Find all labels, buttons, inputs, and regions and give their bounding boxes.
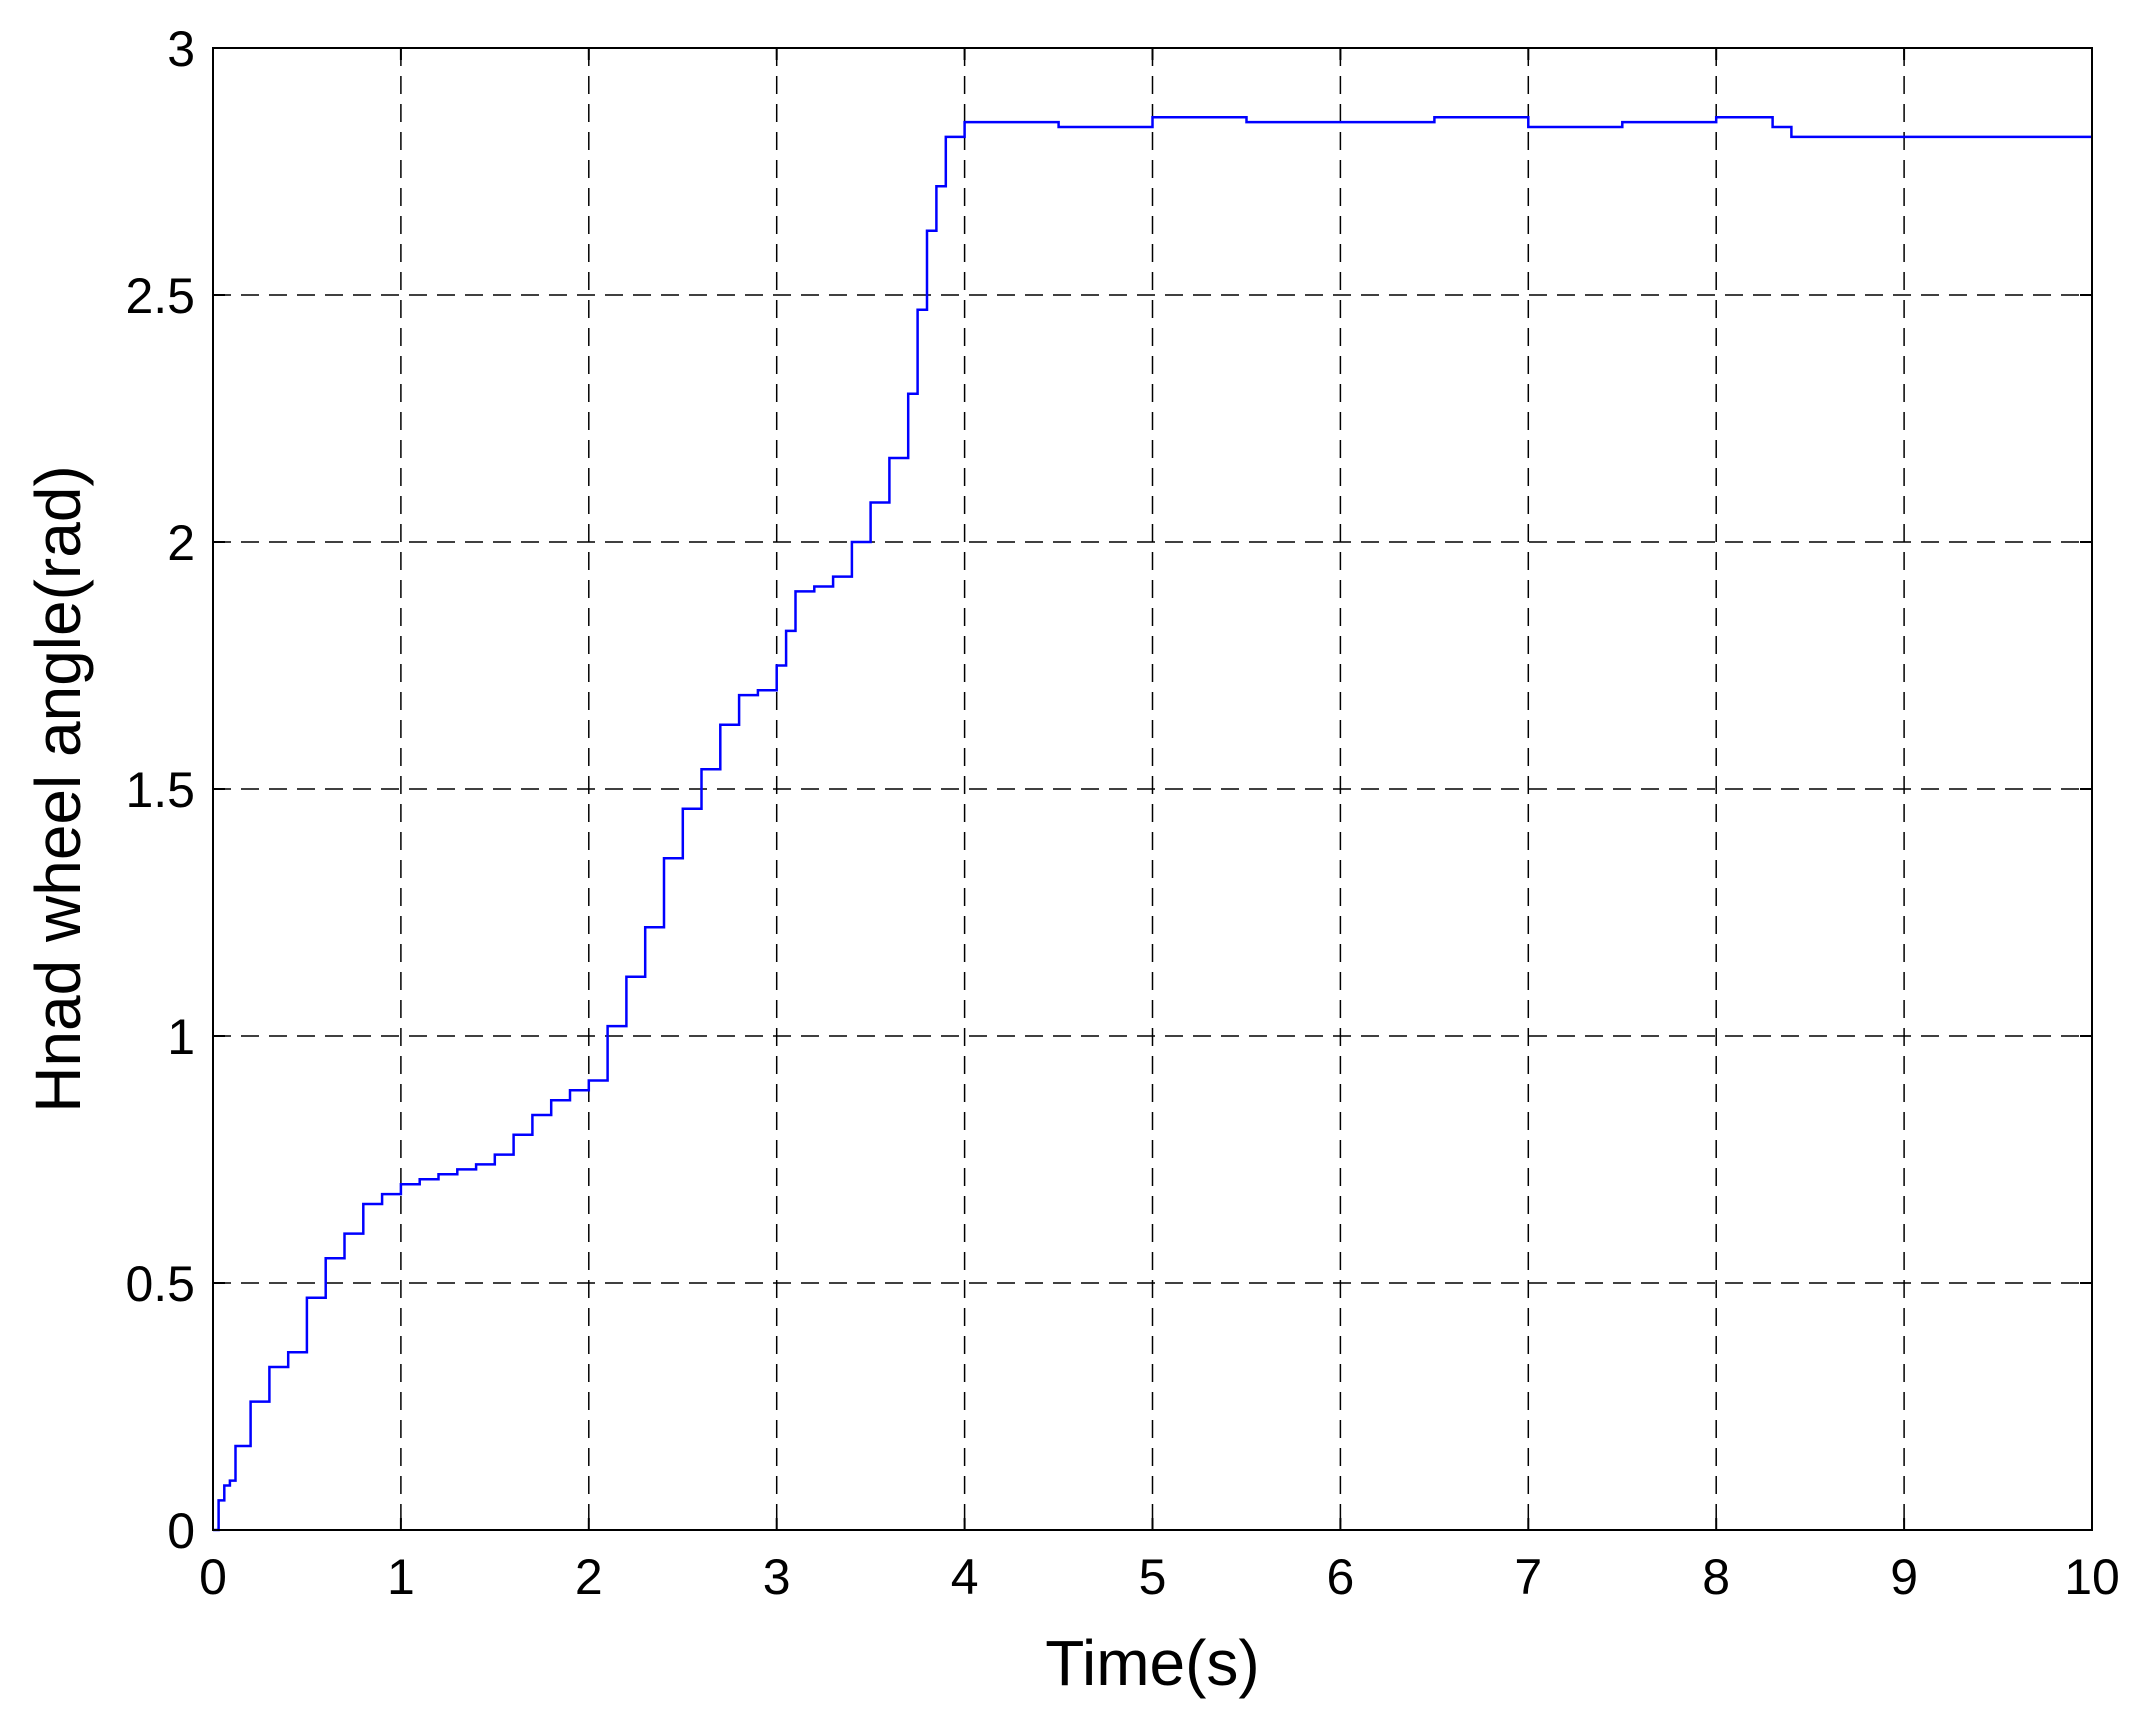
plot-area — [213, 115, 2092, 1532]
y-axis-tick-labels: 0 0.5 1 1.5 2 2.5 3 — [125, 21, 195, 1559]
y-tick-label: 3 — [167, 21, 195, 77]
x-tick-label: 6 — [1326, 1549, 1354, 1605]
y-axis-label: Hnad wheel angle(rad) — [22, 465, 94, 1113]
y-tick-label: 0.5 — [125, 1256, 195, 1312]
series-line — [213, 115, 2092, 1532]
x-tick-label: 3 — [763, 1549, 791, 1605]
y-tick-label: 2 — [167, 515, 195, 571]
x-tick-label: 2 — [575, 1549, 603, 1605]
grid — [213, 48, 2092, 1530]
y-tick-label: 1 — [167, 1009, 195, 1065]
y-tick-label: 1.5 — [125, 762, 195, 818]
y-tick-label: 2.5 — [125, 268, 195, 324]
x-tick-label: 8 — [1702, 1549, 1730, 1605]
x-tick-label: 1 — [387, 1549, 415, 1605]
tick-marks — [212, 47, 2093, 1531]
x-axis-tick-labels: 0 1 2 3 4 5 6 7 8 9 10 — [199, 1549, 2120, 1605]
x-tick-label: 5 — [1139, 1549, 1167, 1605]
y-tick-label: 0 — [167, 1503, 195, 1559]
x-tick-label: 10 — [2064, 1549, 2120, 1605]
x-tick-label: 0 — [199, 1549, 227, 1605]
x-tick-label: 4 — [951, 1549, 979, 1605]
x-axis-label: Time(s) — [1045, 1627, 1259, 1699]
x-tick-label: 7 — [1514, 1549, 1542, 1605]
x-tick-label: 9 — [1890, 1549, 1918, 1605]
